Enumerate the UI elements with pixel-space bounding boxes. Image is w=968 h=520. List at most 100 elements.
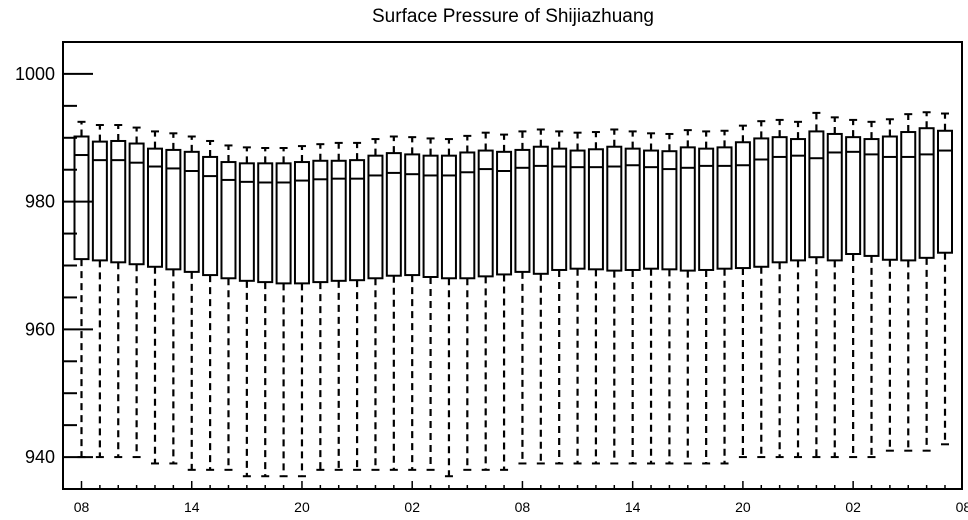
box-6 <box>165 132 182 465</box>
box-24 <box>496 133 513 471</box>
box-iqr <box>937 129 953 254</box>
box-23 <box>477 131 494 471</box>
box-37 <box>734 124 751 459</box>
box-22 <box>459 134 476 471</box>
box-iqr <box>881 135 898 261</box>
box-2 <box>91 124 108 459</box>
box-34 <box>679 129 696 465</box>
box-40 <box>790 120 807 459</box>
box-26 <box>532 128 549 465</box>
box-14 <box>312 143 329 471</box>
box-17 <box>367 138 384 471</box>
box-iqr <box>514 148 531 273</box>
x-tick-label: 02 <box>845 499 861 515</box>
box-21 <box>440 138 457 478</box>
box-27 <box>551 130 568 465</box>
x-tick-label: 08 <box>515 499 531 515</box>
box-29 <box>587 131 604 465</box>
box-iqr <box>532 145 549 275</box>
box-iqr <box>220 161 237 280</box>
box-43 <box>845 118 862 459</box>
x-tick-label: 08 <box>956 499 968 515</box>
chart-axes: 940 960 980 1000 08 14 20 02 08 14 20 02 08 <box>15 64 968 515</box>
box-1 <box>73 120 90 459</box>
box-31 <box>624 130 641 465</box>
y-tick-label: 980 <box>25 192 55 212</box>
box-iqr <box>826 132 843 262</box>
box-iqr <box>845 136 862 256</box>
box-15 <box>330 141 347 471</box>
box-36 <box>716 129 733 465</box>
box-11 <box>257 147 274 478</box>
box-iqr <box>385 152 402 277</box>
box-16 <box>349 141 366 471</box>
box-19 <box>404 136 421 471</box>
box-iqr <box>146 147 163 268</box>
box-iqr <box>459 151 476 280</box>
chart-marks <box>73 111 953 478</box>
box-4 <box>128 126 145 459</box>
box-8 <box>202 139 219 471</box>
box-iqr <box>790 138 807 262</box>
box-iqr <box>606 145 623 272</box>
box-iqr <box>569 149 586 270</box>
box-iqr <box>404 153 421 277</box>
box-44 <box>863 120 880 459</box>
box-iqr <box>330 159 347 282</box>
box-iqr <box>587 148 604 271</box>
box-iqr <box>808 130 825 259</box>
box-iqr <box>496 150 513 276</box>
x-tick-label: 20 <box>294 499 310 515</box>
box-iqr <box>734 141 751 270</box>
box-39 <box>771 118 788 459</box>
box-28 <box>569 131 586 465</box>
box-iqr <box>551 147 568 271</box>
box-iqr <box>716 146 733 270</box>
box-45 <box>881 118 898 452</box>
box-iqr <box>312 159 329 284</box>
box-iqr <box>440 154 457 280</box>
x-tick-label: 20 <box>735 499 751 515</box>
box-5 <box>146 130 163 465</box>
box-13 <box>293 145 310 478</box>
box-iqr <box>73 135 90 261</box>
y-tick-label: 1000 <box>15 64 55 84</box>
box-iqr <box>422 154 439 278</box>
box-iqr <box>349 159 366 282</box>
box-iqr <box>165 148 182 271</box>
box-30 <box>606 128 623 465</box>
box-iqr <box>753 137 770 268</box>
box-iqr <box>918 127 935 259</box>
box-42 <box>826 116 843 459</box>
box-iqr <box>367 154 384 280</box>
box-iqr <box>661 150 678 271</box>
x-tick-label: 14 <box>625 499 641 515</box>
box-20 <box>422 137 439 471</box>
box-iqr <box>128 142 145 266</box>
x-tick-label: 14 <box>184 499 200 515</box>
box-iqr <box>202 155 219 277</box>
box-iqr <box>275 162 292 285</box>
box-9 <box>220 144 237 471</box>
box-47 <box>918 111 935 452</box>
box-iqr <box>624 147 641 271</box>
box-32 <box>643 132 660 465</box>
box-48 <box>937 112 953 446</box>
box-iqr <box>679 146 696 272</box>
box-35 <box>698 130 715 465</box>
x-tick-label: 08 <box>74 499 90 515</box>
box-38 <box>753 120 770 459</box>
box-7 <box>183 135 200 471</box>
chart-title: Surface Pressure of Shijiazhuang <box>372 6 654 27</box>
box-iqr <box>238 162 255 282</box>
box-iqr <box>863 138 880 257</box>
box-3 <box>110 124 127 459</box>
box-10 <box>238 146 255 478</box>
box-iqr <box>900 131 917 262</box>
box-25 <box>514 130 531 465</box>
box-iqr <box>183 150 200 273</box>
box-41 <box>808 111 825 459</box>
y-tick-label: 960 <box>25 319 55 339</box>
box-iqr <box>110 139 127 264</box>
